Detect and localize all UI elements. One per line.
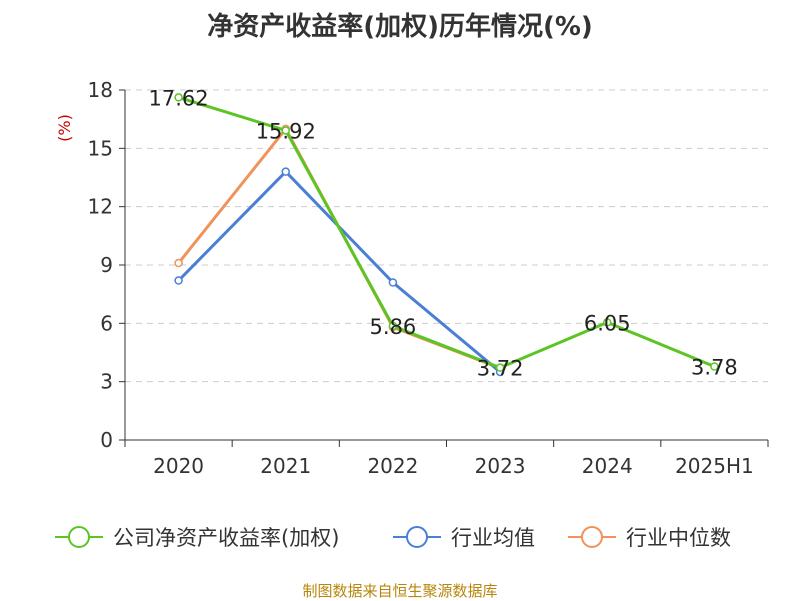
- y-tick-label: 15: [88, 136, 113, 160]
- y-axis-label: (%): [55, 114, 74, 142]
- x-tick-label: 2024: [582, 454, 633, 478]
- data-label: 3.72: [477, 357, 524, 381]
- data-labels: 17.62 15.92 5.86 3.72 6.05 3.78: [149, 86, 738, 380]
- data-point: [603, 318, 612, 327]
- y-tick-label: 12: [88, 195, 113, 219]
- data-point: [710, 362, 719, 371]
- data-label: 15.92: [256, 119, 316, 143]
- data-label: 6.05: [584, 311, 631, 335]
- legend-marker: [406, 526, 428, 548]
- x-tick-label: 2020: [153, 454, 204, 478]
- y-tick-label: 6: [100, 311, 113, 335]
- legend-label: 公司净资产收益率(加权): [113, 526, 339, 550]
- data-point: [174, 258, 183, 268]
- source-note: 制图数据来自恒生聚源数据库: [302, 582, 498, 600]
- y-tick-label: 18: [88, 78, 113, 102]
- data-label: 5.86: [370, 315, 417, 339]
- data-point: [174, 93, 183, 102]
- data-label: 3.78: [691, 356, 738, 380]
- y-tick-label: 0: [100, 428, 113, 452]
- data-point: [388, 321, 398, 331]
- legend-marker: [581, 526, 603, 548]
- x-tick-label: 2023: [475, 454, 526, 478]
- axes: 0 3 6 9 12 15 18 2020 2021 2022 2023 2024 2025H1 (%): [55, 78, 769, 478]
- y-tick-label: 9: [100, 253, 113, 277]
- x-tick-label: 2022: [367, 454, 418, 478]
- data-point: [281, 167, 290, 176]
- legend-label: 行业中位数: [626, 526, 731, 550]
- series-line: [178, 95, 715, 370]
- legend: 公司净资产收益率(加权) 行业均值 行业中位数: [55, 526, 731, 550]
- x-tick-label: 2021: [260, 454, 311, 478]
- legend-label: 行业均值: [451, 526, 535, 550]
- chart-title: 净资产收益率(加权)历年情况(%): [207, 12, 593, 42]
- x-tick-label: 2025H1: [675, 454, 754, 478]
- data-point: [174, 276, 183, 285]
- data-point: [388, 278, 398, 287]
- legend-marker: [68, 526, 90, 548]
- data-point: [281, 126, 290, 135]
- y-tick-label: 3: [100, 370, 113, 394]
- data-point: [495, 363, 505, 372]
- data-label: 17.62: [149, 86, 209, 110]
- series-lines: [174, 93, 719, 377]
- grid-lines: [125, 89, 768, 383]
